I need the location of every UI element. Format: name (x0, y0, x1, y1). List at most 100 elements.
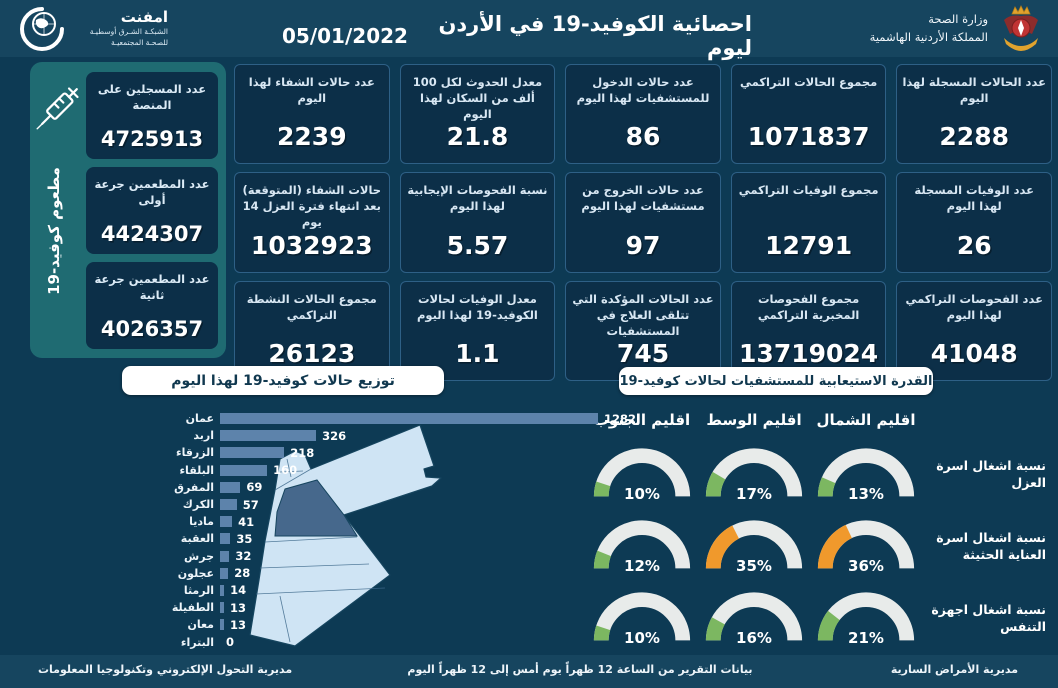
syringe-icon (36, 87, 79, 130)
bar-value: 57 (242, 497, 259, 512)
bar-row: اربد 326 (62, 427, 642, 444)
bar-category-label: الزرقاء (175, 446, 214, 460)
gauge: 17% (702, 445, 806, 503)
gauge-row-label: نسبة اشغال اسرة العزل (936, 457, 1046, 491)
vaccination-card: عدد المطعمين جرعة أولى 4424307 (86, 167, 218, 254)
bar (220, 430, 317, 442)
logo-line-2: للصحـة المجتمعيـة (111, 38, 168, 48)
stat-card-value: 1032923 (250, 230, 373, 260)
gauge-value: 17% (736, 485, 772, 503)
bar (220, 464, 268, 476)
footer-center-text: بيانات التقرير من الساعة 12 ظهراً يوم أم… (407, 663, 753, 676)
stat-card-value: 5.57 (446, 230, 509, 260)
map-amman-region (274, 479, 358, 537)
stat-card: معدل الحدوث لكل 100 ألف من السكان لهذا ا… (399, 64, 556, 165)
vaccination-card-value: 4725913 (100, 127, 204, 151)
vaccination-card-label: عدد المسجلين على المنصة (97, 82, 207, 112)
stat-card: عدد الوفيات المسجلة لهذا اليوم 26 (896, 172, 1052, 273)
stat-card-value: 2239 (277, 122, 347, 152)
stat-card-value: 26123 (268, 338, 356, 368)
stat-card-value: 41048 (930, 338, 1018, 368)
gauge: 10% (590, 589, 694, 647)
stat-card-label: مجموع الفحوصات المخبرية التراكمي (757, 291, 860, 322)
jordan-coat-of-arms-icon (1004, 5, 1038, 51)
stat-card-value: 12791 (765, 230, 853, 260)
gauge-value: 10% (624, 485, 660, 503)
stat-card-label: معدل الحدوث لكل 100 ألف من السكان لهذا ا… (412, 75, 543, 122)
stats-grid: عدد الحالات المسجلة لهذا اليوم 2288 مجموع … (234, 64, 1052, 381)
stat-card-value: 26 (956, 230, 992, 260)
gauge-value: 36% (848, 557, 884, 575)
bar-row: المفرق 69 (62, 479, 642, 496)
bar-row: الكرك 57 (62, 496, 642, 513)
bar-category-label: البلقاء (179, 463, 214, 477)
stat-card: نسبة الفحوصات الإيجابية لهذا اليوم 5.57 (399, 172, 556, 273)
bar-category-label: معان (187, 618, 214, 632)
vaccination-panel: مطعوم كوفيد-19 عدد المسجلين على المنصة 47… (30, 62, 226, 358)
bar-value: 218 (290, 445, 315, 460)
bar-chart-title: توزيع حالات كوفيد-19 لهذا اليوم (122, 366, 444, 395)
stat-card-value: 86 (625, 122, 661, 152)
vaccination-card: عدد المطعمين جرعة ثانية 4026357 (86, 262, 218, 349)
vaccination-card-value: 4424307 (100, 222, 204, 246)
stat-card-label: نسبة الفحوصات الإيجابية لهذا اليوم (407, 183, 548, 214)
bar (220, 413, 598, 425)
gauge-value: 12% (624, 557, 660, 575)
gauge-section-title: القدرة الاستيعابية للمستشفيات لحالات كوف… (619, 367, 933, 395)
stat-card-label: عدد الحالات المؤكدة التي تتلقى العلاج في… (572, 291, 714, 338)
stat-card-label: عدد حالات الشفاء لهذا اليوم (248, 75, 375, 106)
stat-card-value: 2288 (939, 122, 1009, 152)
bar-row: الطفيلة 13 (62, 599, 642, 616)
gauge-value: 21% (848, 629, 884, 647)
footer-bar (0, 655, 1058, 688)
ministry-text: وزارة الصحة المملكة الأردنية الهاشمية (870, 11, 988, 47)
gauge: 10% (590, 445, 694, 503)
logo-line-1: الشبكـة الشـرق أوسطيـة (89, 27, 168, 36)
stat-card: مجموع الفحوصات المخبرية التراكمي 13719024 (730, 280, 887, 381)
stat-card-value: 745 (616, 338, 670, 368)
bar-row: الزرقاء 218 (62, 444, 642, 461)
stat-card-value: 13719024 (739, 338, 879, 368)
bar (220, 567, 229, 579)
stat-card-label: عدد حالات الخروج من مستشفيات لهذا اليوم (581, 183, 705, 214)
gauge: 36% (814, 517, 918, 575)
bar-value: 14 (230, 583, 247, 598)
vaccination-cards: عدد المسجلين على المنصة 4725913 عدد المطعم… (86, 72, 218, 349)
vaccination-side-label: مطعوم كوفيد-19 (45, 167, 63, 295)
bar (220, 533, 231, 545)
stat-card-label: عدد الفحوصات التراكمي لهذا اليوم (905, 291, 1043, 322)
gauge-value: 10% (624, 629, 660, 647)
gauge-value: 16% (736, 629, 772, 647)
bar-value: 0 (226, 635, 235, 650)
stat-card-label: مجموع الوفيات التراكمي (738, 183, 879, 198)
gauge: 35% (702, 517, 806, 575)
stat-card: عدد الحالات المسجلة لهذا اليوم 2288 (896, 64, 1052, 165)
region-header: اقليم الجنوب (593, 411, 691, 429)
stat-card-value: 21.8 (446, 122, 509, 152)
bar-row: معان 13 (62, 616, 642, 633)
stat-card: مجموع الحالات النشطة التراكمي 26123 (234, 280, 390, 381)
bar-category-label: الطفيلة (171, 601, 214, 615)
bar (220, 550, 230, 562)
bar-category-label: العقبة (180, 532, 214, 546)
bar-category-label: البتراء (180, 635, 214, 649)
vaccination-card: عدد المسجلين على المنصة 4725913 (86, 72, 218, 159)
gauge-value: 35% (736, 557, 772, 575)
bar-category-label: اربد (193, 429, 214, 443)
stat-card-value: 1071837 (747, 122, 870, 152)
bar-row: العقبة 35 (62, 530, 642, 547)
gauge-row-label: نسبة اشغال اجهزة التنفس (931, 601, 1046, 635)
bar-row: الرمثا 14 (62, 582, 642, 599)
gauge: 13% (814, 445, 918, 503)
logo-name: امفنت (120, 8, 168, 26)
bar (220, 619, 224, 631)
stat-card-value: 1.1 (455, 338, 500, 368)
bar-category-label: عجلون (177, 566, 214, 580)
bar (220, 584, 225, 596)
header-bar: امفنت الشبكـة الشـرق أوسطيـة للصحـة المج… (0, 0, 1058, 60)
bar-row: عجلون 28 (62, 565, 642, 582)
amfnet-logo-icon (20, 7, 64, 51)
bar-category-label: الرمثا (183, 583, 214, 597)
stat-card: عدد حالات الخروج من مستشفيات لهذا اليوم 9… (565, 172, 721, 273)
gauge: 21% (814, 589, 918, 647)
